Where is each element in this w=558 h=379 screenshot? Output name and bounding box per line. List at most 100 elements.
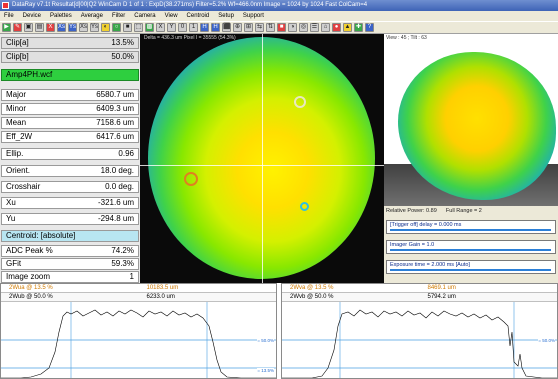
edit-button[interactable]: ✎: [13, 23, 22, 32]
relative-power: Relative Power: 0.89: [386, 208, 437, 214]
3d-view[interactable]: View : 45 ; Tilt : 63: [384, 34, 558, 206]
crosshair-vertical[interactable]: [262, 34, 263, 283]
result-row-xu[interactable]: Xu -321.6 um: [1, 197, 139, 209]
menu-file[interactable]: File: [4, 13, 14, 19]
h-button[interactable]: H: [200, 23, 209, 32]
warning-button[interactable]: ▲: [343, 23, 352, 32]
y-clip-b-value: 5794.2 um: [427, 294, 456, 300]
x-clip-a-value: 10183.5 um: [146, 285, 179, 291]
square-button[interactable]: ■: [123, 23, 132, 32]
result-row-clip-b[interactable]: Clip[b] 50.0%: [1, 51, 139, 63]
grid-button[interactable]: ▩: [145, 23, 154, 32]
menu-bar: File Device Palettes Average Filter Came…: [0, 11, 558, 21]
swap-v-button[interactable]: ⇅: [266, 23, 275, 32]
target-button[interactable]: ◎: [299, 23, 308, 32]
y-clip-b-label: 2Wvb @ 50.0 %: [290, 294, 334, 300]
config-file-label[interactable]: Amp4PH.wcf: [1, 69, 139, 81]
results-panel: Clip[a] 13.5% Clip[b] 50.0% Amp4PH.wcf M…: [0, 34, 140, 283]
y-axis-button[interactable]: Y: [167, 23, 176, 32]
menu-setup[interactable]: Setup: [218, 13, 234, 19]
y-profile-panel[interactable]: 2Wva @ 13.5 % 8469.1 um 2Wvb @ 50.0 % 57…: [281, 283, 558, 379]
circle-button[interactable]: ○: [112, 23, 121, 32]
one-button[interactable]: 1: [189, 23, 198, 32]
contrast-button[interactable]: ◐: [101, 23, 110, 32]
result-row-major[interactable]: Major 6580.7 um: [1, 89, 139, 101]
y-profile-plot: [282, 302, 557, 378]
menu-palettes[interactable]: Palettes: [50, 13, 72, 19]
slider-track[interactable]: [390, 229, 551, 231]
result-row-orient[interactable]: Orient. 18.0 deg.: [1, 165, 139, 177]
result-row-yu[interactable]: Yu -294.8 um: [1, 213, 139, 225]
add-button[interactable]: ✚: [354, 23, 363, 32]
y-clip-b-tag: = 50.0%: [538, 338, 555, 343]
menu-support[interactable]: Support: [242, 13, 264, 19]
y-clip-a-label: 2Wva @ 13.5 %: [290, 285, 334, 291]
home-button[interactable]: ⌂: [321, 23, 330, 32]
x-clip-b-tag: = 50.0%: [257, 338, 274, 343]
x-profile-plot: [1, 302, 276, 378]
trigger-delay-label: [Trigger off] delay = 0.000 ms: [390, 222, 462, 228]
x-profile-trace: [1, 309, 276, 378]
open-button[interactable]: ▣: [24, 23, 33, 32]
x-axis-button[interactable]: X: [156, 23, 165, 32]
slider-track[interactable]: [390, 269, 551, 271]
xs-button[interactable]: Xs: [57, 23, 66, 32]
result-row-gfit[interactable]: GFit 59.3%: [1, 258, 139, 270]
pixel-info-readout: Delta = 436.3 um Pixel I = 35555 (54.3%): [144, 35, 236, 41]
y-profile-trace: [282, 309, 557, 378]
x-profile-panel[interactable]: 2Wua @ 13.5 % 10183.5 um 2Wub @ 50.0 % 6…: [0, 283, 277, 379]
menu-camera[interactable]: Camera: [134, 13, 156, 19]
result-row-minor[interactable]: Minor 6409.3 um: [1, 103, 139, 115]
centroid-mode-label[interactable]: Centroid: [absolute]: [1, 230, 139, 242]
result-row-clip-a[interactable]: Clip[a] 13.5%: [1, 37, 139, 49]
save-button[interactable]: ▤: [35, 23, 44, 32]
trigger-delay-slider[interactable]: [Trigger off] delay = 0.000 ms: [386, 220, 556, 234]
menu-centroid[interactable]: Centroid: [186, 13, 210, 19]
block-button[interactable]: ⬛: [222, 23, 231, 32]
full-range: Full Range = 2: [445, 208, 482, 214]
interference-ring: [294, 96, 306, 108]
h2-button[interactable]: H: [211, 23, 220, 32]
menu-device[interactable]: Device: [22, 13, 42, 19]
beam-image-view[interactable]: Delta = 436.3 um Pixel I = 35555 (54.3%): [140, 34, 384, 283]
slider-track[interactable]: [390, 249, 551, 251]
exposure-label: Exposure time = 2.000 ms [Auto]: [390, 262, 470, 268]
menu-average[interactable]: Average: [80, 13, 103, 19]
result-row-ellip[interactable]: Ellip. 0.96: [1, 148, 139, 160]
record-button[interactable]: ●: [332, 23, 341, 32]
menu-filter[interactable]: Filter: [111, 13, 126, 19]
x-clip-a-label: 2Wua @ 13.5 %: [9, 285, 53, 291]
3d-view-angles: View : 45 ; Tilt : 63: [386, 35, 427, 41]
result-row-adc-peak[interactable]: ADC Peak % 74.2%: [1, 245, 139, 257]
power-readout: Relative Power: 0.89 Full Range = 2: [386, 208, 482, 214]
camera-controls-panel: Relative Power: 0.89 Full Range = 2 [Tri…: [384, 206, 558, 283]
exposure-slider[interactable]: Exposure time = 2.000 ms [Auto]: [386, 260, 556, 274]
swap-h-button[interactable]: ⇆: [255, 23, 264, 32]
x-button[interactable]: X: [46, 23, 55, 32]
result-row-image-zoom[interactable]: Image zoom 1: [1, 271, 139, 283]
xs2-button[interactable]: Xs: [79, 23, 88, 32]
ys-button[interactable]: Ys: [68, 23, 77, 32]
list-button[interactable]: ☰: [310, 23, 319, 32]
help-button[interactable]: ?: [365, 23, 374, 32]
result-row-crosshair[interactable]: Crosshair 0.0 deg.: [1, 181, 139, 193]
stop-button[interactable]: ■: [277, 23, 286, 32]
interference-ring: [184, 172, 198, 186]
imager-gain-slider[interactable]: Imager Gain = 1.0: [386, 240, 556, 254]
result-row-mean[interactable]: Mean 7158.6 um: [1, 117, 139, 129]
window-title: DataRay v7.1t Resultat[d]00|Q2 WinCam D …: [12, 2, 368, 8]
profile-plots: 2Wua @ 13.5 % 10183.5 um 2Wub @ 50.0 % 6…: [0, 283, 558, 379]
app-icon: [2, 2, 9, 9]
zero-button[interactable]: 0: [178, 23, 187, 32]
menu-view[interactable]: View: [164, 13, 178, 19]
x-clip-a-tag: = 13.5%: [257, 368, 274, 373]
half-button[interactable]: ◑: [288, 23, 297, 32]
grid2-button[interactable]: ⊞: [244, 23, 253, 32]
result-row-eff-2w[interactable]: Eff_2W 6417.6 um: [1, 131, 139, 143]
crosshair-button[interactable]: ⊕: [233, 23, 242, 32]
3d-beam-surface: [398, 52, 556, 200]
frame-button[interactable]: ⬚: [134, 23, 143, 32]
title-bar: DataRay v7.1t Resultat[d]00|Q2 WinCam D …: [0, 0, 558, 11]
ys2-button[interactable]: Ys: [90, 23, 99, 32]
run-button[interactable]: ▶: [2, 23, 11, 32]
